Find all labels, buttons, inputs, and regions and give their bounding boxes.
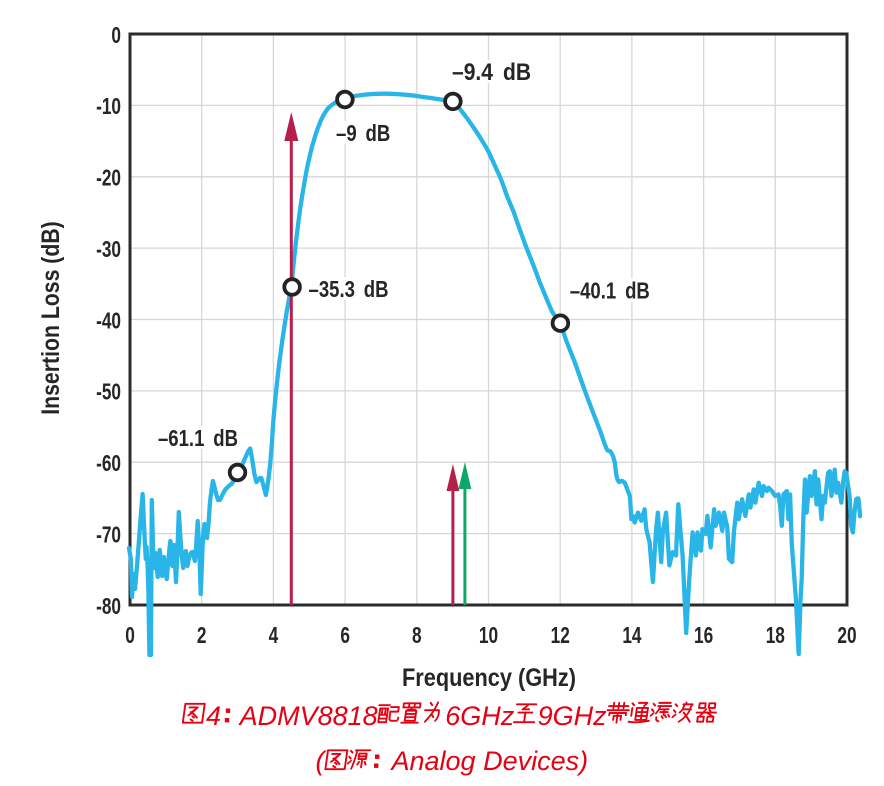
- svg-text:-40: -40: [96, 309, 121, 334]
- svg-text:Insertion Loss (dB): Insertion Loss (dB): [36, 221, 64, 415]
- svg-text:4: 4: [269, 624, 279, 649]
- svg-text:–35.3 dB: –35.3 dB: [309, 277, 389, 303]
- svg-text:-80: -80: [96, 595, 121, 620]
- svg-text:4: 4: [206, 701, 221, 731]
- svg-text:–40.1 dB: –40.1 dB: [570, 279, 650, 305]
- svg-text:-50: -50: [96, 380, 121, 405]
- svg-text:18: 18: [766, 624, 785, 649]
- svg-text:Frequency (GHz): Frequency (GHz): [402, 664, 576, 692]
- svg-text:10: 10: [479, 624, 498, 649]
- svg-text:16: 16: [694, 624, 713, 649]
- svg-text:ADMV8818: ADMV8818: [238, 701, 378, 731]
- svg-text:-60: -60: [96, 452, 121, 477]
- svg-text:0: 0: [111, 24, 121, 49]
- svg-text:–9.4 dB: –9.4 dB: [452, 57, 531, 85]
- svg-text:6: 6: [340, 624, 350, 649]
- svg-text:-30: -30: [96, 238, 121, 263]
- svg-text:14: 14: [622, 624, 642, 649]
- svg-text:-20: -20: [96, 166, 121, 191]
- svg-text:–61.1 dB: –61.1 dB: [158, 426, 238, 452]
- svg-text:–9 dB: –9 dB: [336, 121, 390, 147]
- svg-text:20: 20: [837, 624, 856, 649]
- svg-text:-10: -10: [96, 95, 121, 120]
- svg-text:0: 0: [125, 624, 135, 649]
- svg-text:12: 12: [551, 624, 570, 649]
- svg-text:9GHz: 9GHz: [538, 701, 608, 731]
- svg-text:-70: -70: [96, 523, 121, 548]
- svg-text:6GHz: 6GHz: [445, 701, 515, 731]
- svg-text:Analog Devices): Analog Devices): [390, 746, 589, 776]
- svg-text:2: 2: [197, 624, 207, 649]
- svg-text:8: 8: [412, 624, 422, 649]
